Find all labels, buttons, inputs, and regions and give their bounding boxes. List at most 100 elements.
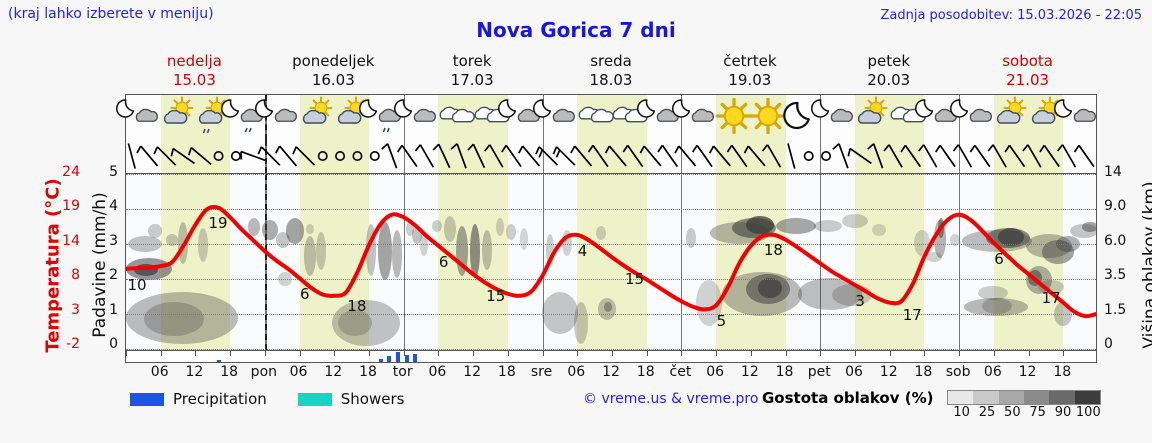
cloud-density-cell — [998, 391, 1024, 404]
x-axis-label: 06 — [983, 364, 1002, 380]
cloud-density-cell — [1023, 391, 1050, 404]
day-header-2: torek 17.03 — [403, 52, 542, 92]
gridline — [126, 209, 1096, 210]
day-separator — [959, 140, 961, 173]
temperature-tick: 14 — [62, 232, 80, 249]
day-separator — [681, 140, 683, 173]
daylight-band — [160, 140, 231, 173]
copyright-text[interactable]: © vreme.us & vreme.pro — [583, 391, 759, 407]
day-separator — [542, 174, 544, 350]
temperature-label: 17 — [1041, 288, 1061, 307]
x-axis-label: pet — [807, 364, 831, 380]
x-tick — [1028, 351, 1030, 356]
x-axis-label: 12 — [185, 364, 204, 380]
forecast-plot: 10196186154155183176178 — [125, 173, 1097, 351]
x-axis-label: 18 — [914, 364, 933, 380]
x-tick — [646, 351, 648, 356]
precipitation-tick: 1 — [109, 301, 118, 318]
day-date: 16.03 — [311, 71, 355, 89]
x-tick — [993, 351, 995, 356]
precipitation-tick: 3 — [109, 232, 118, 249]
x-tick — [750, 351, 752, 356]
cloud-height-tick: 0 — [1104, 336, 1113, 352]
x-tick — [716, 351, 718, 356]
daylight-band — [299, 140, 369, 173]
weather-icon-sunny — [714, 97, 754, 138]
day-header-3: sreda 18.03 — [542, 52, 681, 92]
x-axis-label: 06 — [706, 364, 725, 380]
cloud-density-tick: 50 — [1004, 405, 1021, 420]
x-tick — [473, 351, 475, 356]
weather-icon-sun-cloud — [852, 96, 892, 138]
temperature-tick: 19 — [62, 198, 80, 215]
x-tick — [612, 351, 613, 356]
temperature-label: 6 — [438, 252, 449, 271]
weather-icon-moon-cloud — [255, 98, 302, 138]
precipitation-bar — [378, 358, 383, 362]
day-separator — [403, 174, 405, 350]
weather-icon-sun-cloud — [297, 96, 337, 138]
x-axis-label: tor — [392, 364, 413, 380]
x-axis-label: 18 — [636, 364, 655, 380]
day-separator — [820, 140, 822, 173]
x-tick — [507, 351, 509, 356]
daylight-band — [577, 174, 647, 350]
cloud-density-tick: 90 — [1054, 405, 1072, 420]
x-axis-label: čet — [669, 364, 692, 380]
day-name: sreda — [590, 52, 632, 70]
cloud-density-cell — [948, 391, 974, 404]
x-axis-label: 06 — [428, 364, 447, 380]
precipitation-tick: 5 — [109, 164, 118, 180]
x-axis-label: 06 — [845, 364, 863, 380]
daylight-band — [855, 174, 925, 350]
x-axis-label: 18 — [497, 364, 516, 380]
day-header-1: ponedeljek 16.03 — [264, 52, 403, 92]
precipitation-tick: 4 — [109, 198, 118, 215]
temperature-label: 18 — [347, 297, 367, 316]
temperature-label: 4 — [577, 241, 588, 260]
x-tick — [403, 351, 405, 356]
day-separator — [959, 174, 961, 350]
x-tick — [889, 351, 891, 356]
weather-icon-sun-cloud — [158, 96, 198, 138]
x-tick — [681, 351, 683, 356]
wind-barbs-svg — [127, 143, 1095, 169]
gridline — [126, 174, 1096, 175]
day-date: 15.03 — [172, 71, 216, 89]
x-tick — [855, 351, 856, 356]
x-axis-label: 12 — [602, 364, 620, 380]
day-name: sobota — [1002, 52, 1053, 70]
x-tick — [785, 351, 787, 356]
day-date: 17.03 — [450, 71, 494, 89]
cloud-height-tick: 3.5 — [1104, 267, 1127, 284]
x-tick — [264, 351, 266, 356]
x-tick — [334, 351, 336, 356]
cloud-height-tick: 9.0 — [1104, 198, 1127, 215]
day-separator — [542, 140, 544, 173]
x-tick — [160, 351, 162, 356]
temperature-label: 17 — [902, 306, 922, 325]
x-tick — [299, 351, 301, 356]
x-tick — [438, 351, 440, 356]
x-axis-label: 06 — [289, 364, 308, 380]
x-axis-label: 06 — [567, 364, 586, 380]
x-axis-label: sre — [530, 364, 553, 380]
cloud-density-tick: 25 — [978, 405, 996, 420]
x-axis-label: 18 — [359, 364, 377, 380]
day-name: nedelja — [166, 52, 222, 70]
x-axis-label: 12 — [463, 364, 482, 380]
day-header-6: sobota 21.03 — [958, 52, 1097, 92]
precipitation-legend: Precipitation Showers — [130, 388, 404, 410]
cloud-density-legend-title: Gostota oblakov (%) — [762, 389, 934, 407]
gridline — [126, 279, 1096, 280]
weather-icon-moon-cloud — [949, 98, 997, 138]
showers-swatch — [297, 392, 332, 406]
day-header-4: četrtek 19.03 — [680, 52, 819, 92]
day-date: 19.03 — [728, 71, 772, 89]
weather-icon-moon-cloud — [810, 98, 858, 138]
weather-icon-moon-cloud — [532, 98, 580, 138]
x-axis-label: 18 — [1053, 364, 1072, 380]
daylight-band — [299, 174, 369, 350]
x-tick — [230, 351, 232, 356]
cloud-height-tick: 1.5 — [1104, 301, 1127, 318]
